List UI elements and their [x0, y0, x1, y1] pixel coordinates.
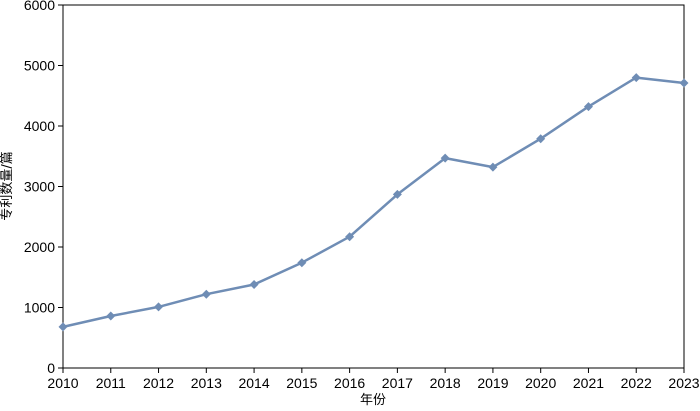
series-line [62, 76, 685, 329]
data-point-marker [583, 102, 593, 112]
x-tick-label: 2019 [477, 375, 508, 391]
y-tick-label: 0 [47, 360, 55, 376]
x-tick-label: 2015 [286, 375, 317, 391]
x-tick-label: 2010 [47, 375, 78, 391]
x-tick-label: 2011 [96, 375, 126, 391]
data-point-marker [679, 78, 689, 88]
data-point-marker [58, 322, 68, 332]
data-point-marker [249, 280, 259, 290]
x-tick-label: 2013 [191, 375, 222, 391]
x-tick-label: 2023 [668, 375, 699, 391]
data-point-marker [392, 189, 402, 199]
data-point-marker [440, 153, 450, 163]
y-tick-label: 2000 [24, 239, 55, 255]
data-point-marker [201, 289, 211, 299]
y-tick-label: 5000 [24, 58, 55, 74]
data-point-marker [488, 162, 498, 172]
y-tick-label: 3000 [24, 179, 55, 195]
data-point-marker [154, 302, 164, 312]
x-tick-label: 2022 [621, 375, 652, 391]
plot-frame [62, 4, 685, 369]
y-tick-label: 4000 [24, 118, 55, 134]
y-tick-label: 6000 [24, 0, 55, 13]
x-tick-label: 2014 [238, 375, 269, 391]
y-axis-title: 专利数量/篇 [0, 151, 15, 220]
x-tick-label: 2017 [382, 375, 413, 391]
x-axis-title: 年份 [360, 393, 386, 408]
y-tick-label: 1000 [24, 300, 55, 316]
data-point-marker [631, 73, 641, 83]
x-tick-label: 2020 [525, 375, 556, 391]
x-tick-label: 2021 [573, 375, 604, 391]
x-tick-label: 2012 [143, 375, 174, 391]
series-layer [58, 73, 689, 332]
x-tick-label: 2016 [334, 375, 365, 391]
data-point-marker [106, 311, 116, 321]
data-point-marker [536, 134, 546, 144]
y-axis: 0 1000 2000 3000 4000 5000 6000 [24, 0, 63, 376]
x-tick-label: 2018 [430, 375, 461, 391]
data-point-marker [297, 258, 307, 268]
data-point-marker [345, 232, 355, 242]
x-axis: 2010 2011 2012 2013 2014 2015 2016 2017 2018 2019… [47, 368, 700, 391]
